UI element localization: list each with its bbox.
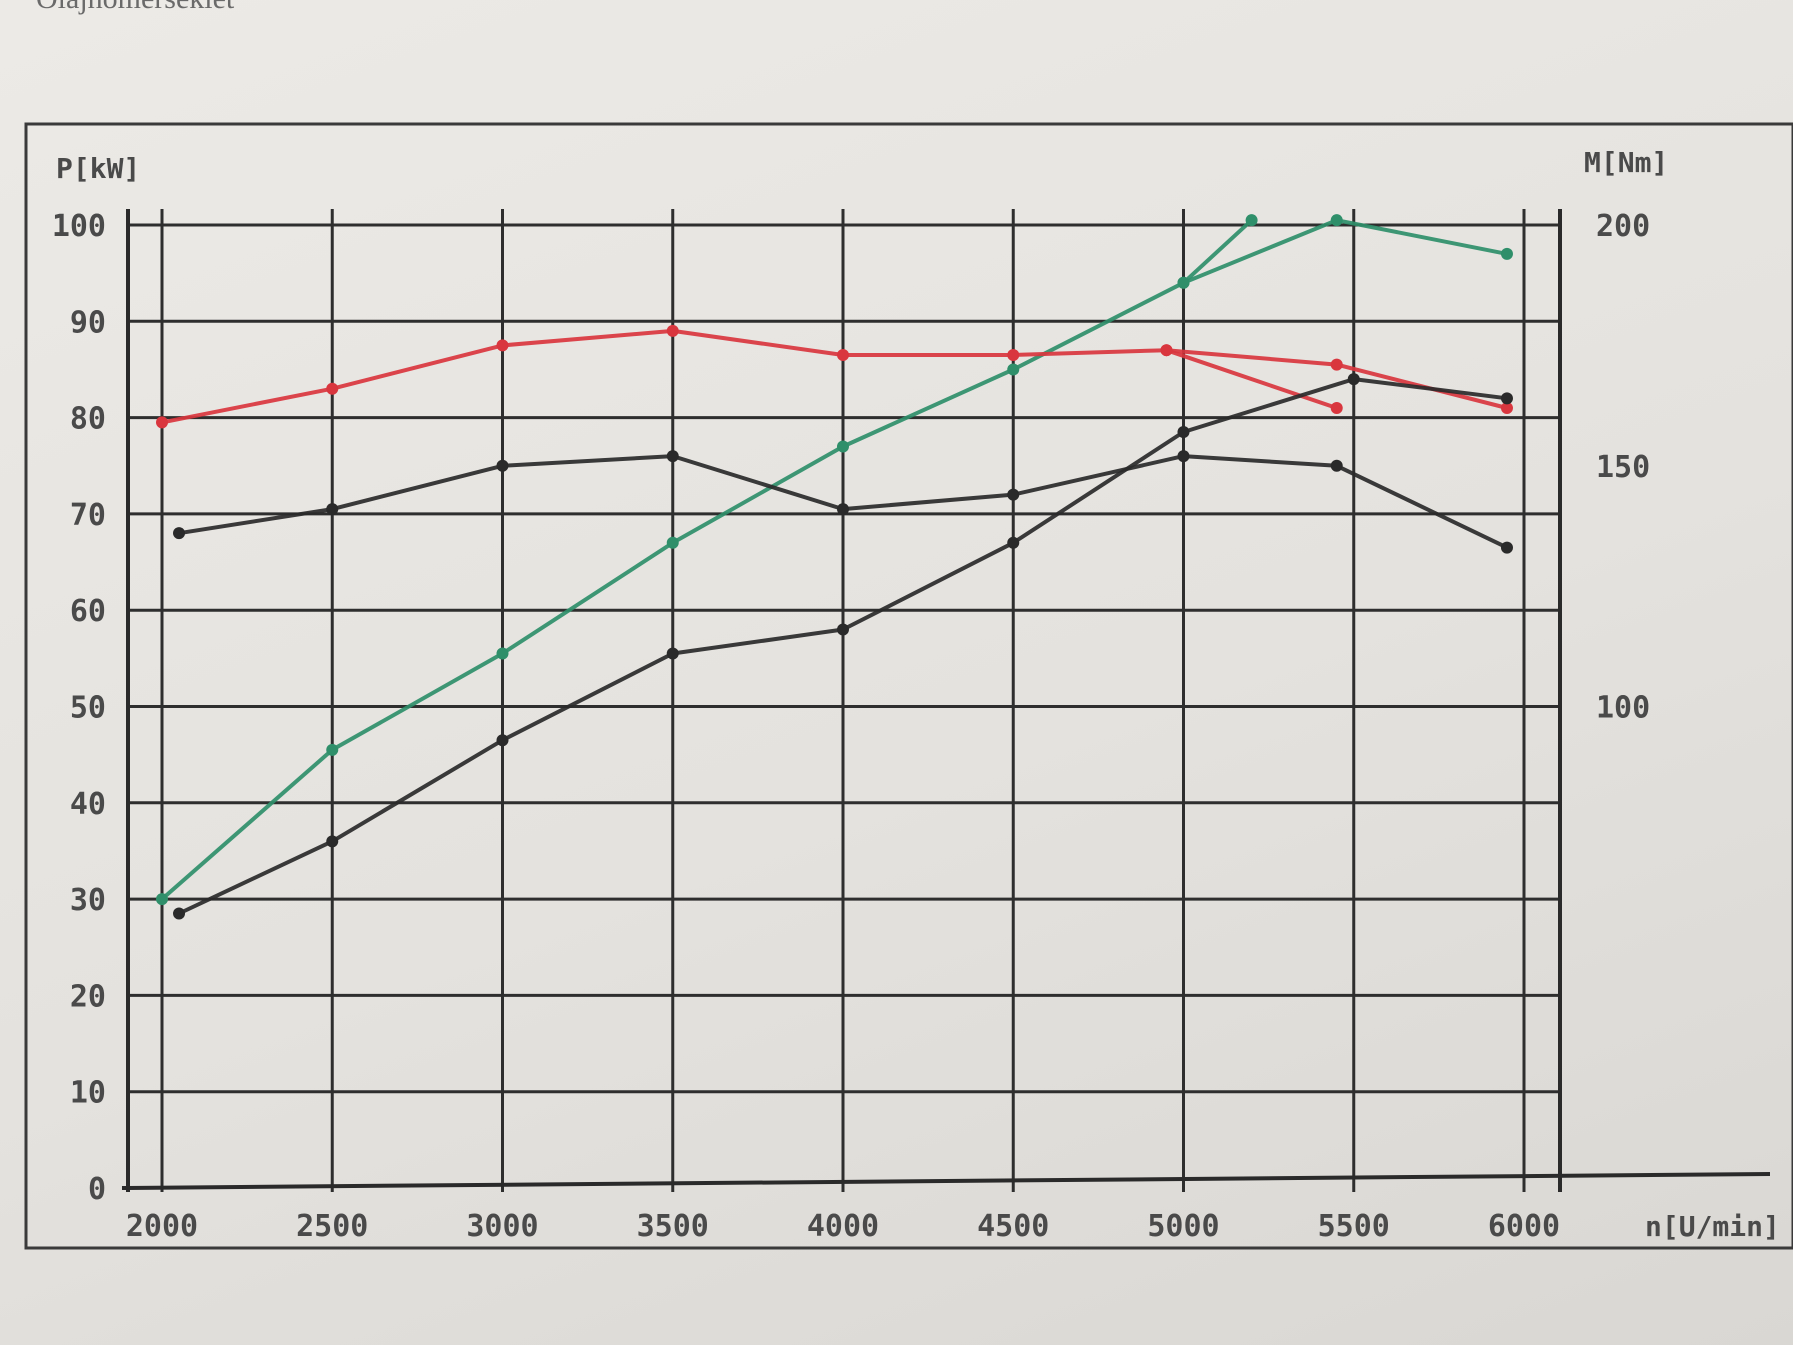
x-tick-label: 3500	[637, 1209, 709, 1244]
series	[156, 214, 1513, 920]
y-left-tick-label: 80	[70, 402, 106, 437]
data-point	[1330, 401, 1343, 414]
data-point	[1500, 541, 1513, 554]
data-point	[156, 416, 168, 429]
x-tick-label: 4500	[977, 1209, 1049, 1244]
data-point	[1177, 276, 1190, 289]
y-left-tick-label: 30	[70, 883, 106, 918]
y-left-axis-title: P[kW]	[56, 152, 140, 185]
data-point	[837, 503, 849, 516]
data-point	[1007, 349, 1020, 362]
data-point	[496, 339, 509, 352]
tick-labels: 0 10 20 30 40 50 60 70 80 90 100 100 150 200 2000 2500 3…	[52, 209, 1650, 1244]
data-point	[173, 907, 186, 920]
data-point	[173, 527, 186, 540]
outer-frame	[24, 122, 1793, 1250]
data-point	[1500, 392, 1513, 405]
y-left-tick-label: 100	[52, 209, 106, 244]
x-axis	[121, 1172, 1771, 1190]
y-left-tick-label: 60	[70, 594, 106, 629]
x-tick-label: 2000	[126, 1209, 198, 1244]
data-point	[1347, 373, 1360, 386]
data-point	[666, 324, 679, 337]
data-point	[1500, 401, 1513, 414]
y-left-tick-label: 0	[88, 1172, 106, 1207]
header-fragment: Olajhőmérséklet	[36, 0, 235, 15]
data-point	[1177, 450, 1190, 463]
series-line	[1181, 218, 1509, 285]
data-point	[1177, 426, 1190, 439]
data-point	[1007, 488, 1020, 501]
y-left-tick-label: 70	[70, 498, 106, 533]
data-point	[837, 440, 849, 453]
x-tick-label: 5000	[1147, 1209, 1219, 1244]
data-point	[326, 503, 339, 516]
data-point	[1330, 358, 1343, 371]
data-point	[326, 743, 339, 756]
y-left-tick-label: 90	[70, 305, 106, 340]
data-point	[666, 536, 679, 549]
y-right-tick-label: 200	[1596, 209, 1650, 244]
data-point	[1007, 363, 1020, 376]
data-point	[1245, 214, 1258, 227]
data-point	[1330, 214, 1343, 227]
x-tick-label: 6000	[1488, 1209, 1560, 1244]
y-left-tick-label: 50	[70, 691, 106, 726]
y-left-tick-label: 40	[70, 787, 106, 822]
data-point	[837, 349, 849, 362]
x-tick-label: 5500	[1318, 1209, 1390, 1244]
data-point	[326, 835, 339, 848]
data-point	[1330, 459, 1343, 472]
x-tick-label: 2500	[296, 1209, 368, 1244]
data-point	[326, 382, 339, 395]
series-line	[160, 328, 1339, 425]
data-point	[496, 459, 509, 472]
data-point	[496, 647, 509, 660]
y-right-tick-label: 100	[1596, 691, 1650, 726]
series-line	[160, 218, 1254, 902]
data-point	[666, 647, 679, 660]
y-right-axis-title: M[Nm]	[1584, 146, 1668, 179]
data-point	[1500, 247, 1513, 260]
y-right-tick-label: 150	[1596, 450, 1650, 485]
y-left-tick-label: 20	[70, 979, 106, 1014]
data-point	[156, 893, 168, 906]
data-point	[1160, 344, 1173, 357]
x-axis-title: n[U/min]	[1645, 1210, 1780, 1243]
x-tick-label: 4000	[807, 1209, 879, 1244]
y-left-tick-label: 10	[70, 1076, 106, 1111]
grid	[128, 209, 1560, 1192]
data-point	[1007, 536, 1020, 549]
data-point	[666, 450, 679, 463]
data-point	[496, 734, 509, 747]
data-point	[837, 623, 849, 636]
axes	[121, 209, 1771, 1192]
x-tick-label: 3000	[466, 1209, 538, 1244]
